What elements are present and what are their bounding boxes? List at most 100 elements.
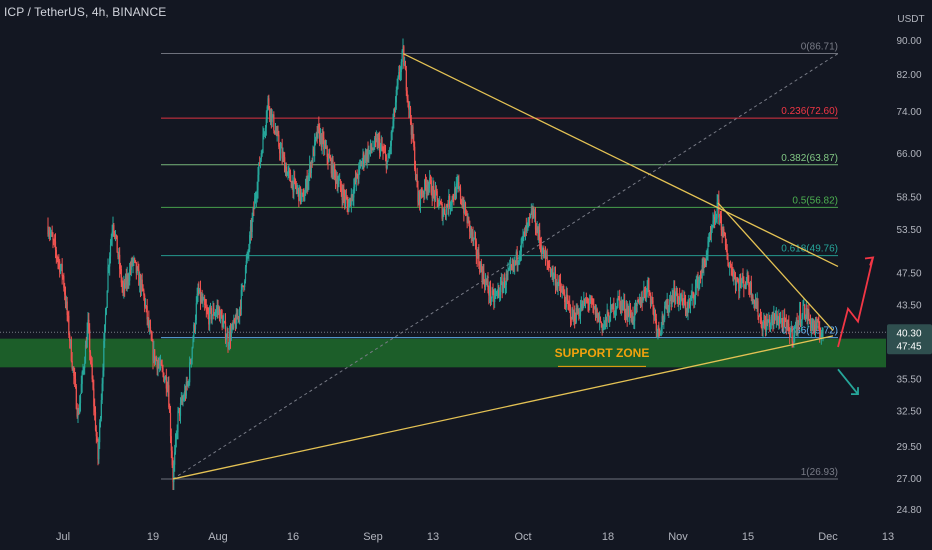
candle-body: [619, 297, 621, 301]
candle-body: [722, 229, 724, 236]
candle-body: [635, 304, 637, 306]
candle-body: [299, 186, 302, 201]
candle-body: [374, 137, 376, 148]
candle-body: [104, 324, 106, 341]
candle-body: [327, 156, 329, 162]
candle-body: [537, 227, 539, 237]
candle-body: [81, 372, 83, 384]
candle-body: [207, 312, 209, 316]
candle-body: [651, 299, 653, 301]
candle-body: [504, 277, 506, 288]
candle-body: [600, 322, 602, 324]
candle-body: [233, 318, 235, 326]
candle-body: [191, 347, 193, 359]
candle-body: [592, 303, 594, 305]
candle-body: [179, 408, 181, 416]
candle-body: [303, 193, 305, 201]
candle-body: [309, 164, 312, 174]
candle-body: [90, 360, 92, 364]
candle-body: [723, 229, 725, 232]
candle-body: [727, 259, 729, 267]
candle-body: [556, 282, 558, 288]
candle-body: [486, 280, 488, 283]
candle-body: [404, 65, 407, 70]
candle-body: [169, 412, 172, 437]
candle-body: [361, 161, 363, 167]
candle-body: [135, 262, 137, 274]
candle-body: [137, 267, 139, 270]
candle-body: [449, 195, 451, 207]
candle-body: [658, 326, 660, 331]
candle-body: [500, 281, 502, 283]
candle-body: [491, 290, 493, 299]
candle-body: [407, 98, 409, 102]
candle-body: [530, 211, 532, 215]
descending-resistance-trendline: [402, 53, 839, 268]
candle-body: [749, 282, 752, 293]
candle-body: [221, 316, 223, 328]
candle-body: [662, 316, 664, 321]
candle-body: [773, 313, 775, 323]
candle-body: [88, 319, 90, 330]
candle-body: [633, 320, 635, 323]
candle-body: [684, 298, 686, 303]
candle-body: [317, 124, 319, 138]
candle-body: [678, 296, 680, 305]
candle-body: [300, 194, 302, 201]
candle-body: [298, 188, 300, 202]
candle-body: [550, 272, 552, 275]
candle-body: [293, 177, 295, 192]
candle-body: [720, 215, 722, 231]
support-zone-label-text: SUPPORT ZONE: [555, 346, 650, 360]
candle-body: [321, 134, 323, 147]
candle-body: [181, 399, 183, 402]
candle-body: [383, 151, 385, 153]
candle-body: [750, 282, 752, 298]
candle-body: [730, 265, 732, 269]
candle-body: [107, 266, 109, 291]
candle-body: [588, 303, 590, 305]
candle-body: [437, 198, 439, 207]
candle-body: [446, 205, 448, 207]
candle-body: [200, 296, 202, 302]
candle-body: [518, 259, 520, 261]
candle-body: [455, 183, 457, 199]
candle-body: [812, 321, 814, 329]
candle-body: [266, 106, 268, 120]
candle-body: [511, 266, 513, 268]
candle-body: [693, 293, 695, 300]
candle-body: [576, 308, 578, 314]
candle-body: [153, 349, 155, 361]
candle-body: [188, 382, 190, 384]
candle-body: [589, 297, 592, 304]
candle-body: [675, 287, 677, 295]
candle-body: [292, 181, 294, 192]
candle-body: [676, 287, 678, 297]
candle-body: [252, 208, 254, 218]
candle-body: [762, 325, 764, 331]
candle-body: [289, 172, 292, 182]
y-tick-label: 82.00: [896, 70, 921, 81]
candle-body: [694, 286, 697, 299]
candle-body: [427, 186, 429, 189]
candle-body: [79, 393, 82, 404]
candle-body: [189, 362, 191, 383]
candle-body: [759, 314, 762, 318]
candle-body: [332, 159, 334, 178]
candle-body: [625, 308, 627, 315]
candle-body: [254, 198, 256, 210]
candle-body: [441, 204, 443, 219]
candle-body: [814, 324, 816, 331]
candle-body: [241, 285, 243, 290]
candle-body: [677, 296, 679, 305]
candle-body: [122, 286, 124, 290]
candle-body: [755, 301, 757, 309]
candle-body: [760, 317, 762, 328]
candle-body: [359, 164, 361, 166]
candle-body: [377, 138, 379, 147]
candle-body: [506, 273, 508, 275]
candle-body: [764, 322, 767, 332]
candle-body: [47, 225, 49, 235]
candle-body: [199, 288, 201, 293]
